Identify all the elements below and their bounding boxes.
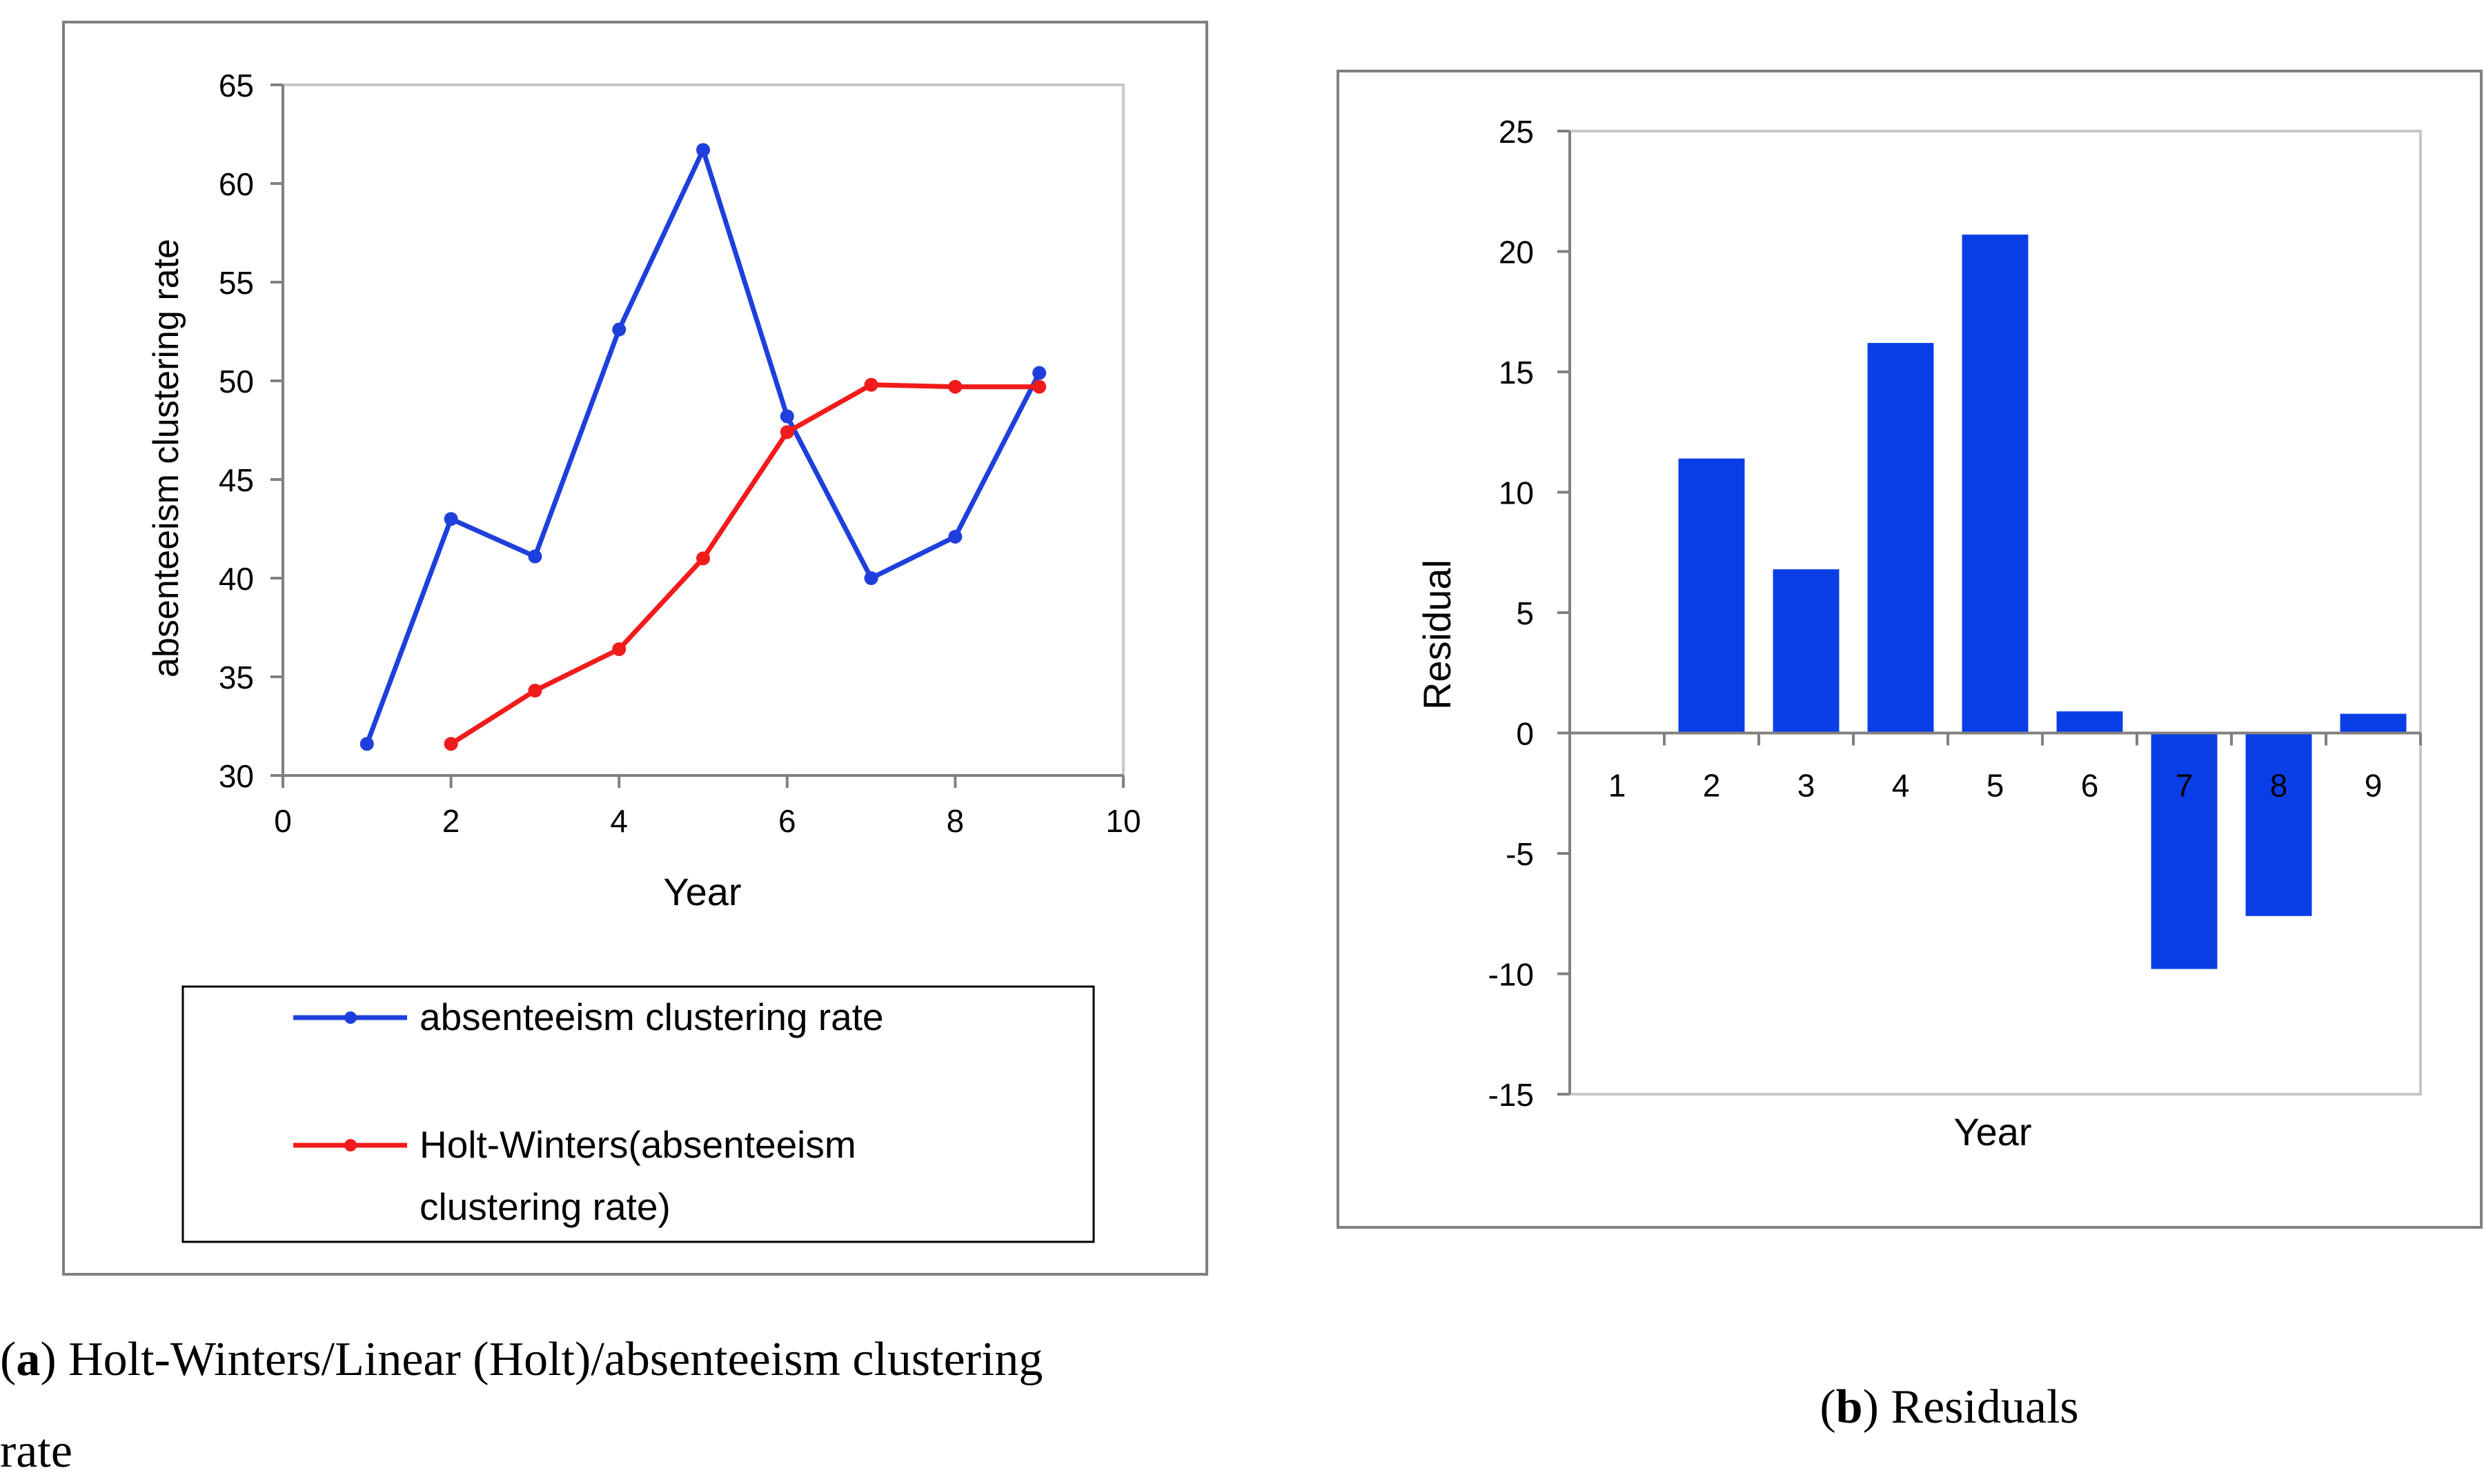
chart-a-point-0: [864, 571, 878, 585]
chart-a-x-tick-label: 4: [610, 803, 628, 839]
chart-b-x-tick-label: 4: [1892, 768, 1910, 804]
caption-a-line2: rate: [0, 1425, 72, 1478]
chart-a-point-0: [528, 549, 542, 564]
chart-b-y-tick-label: -10: [1488, 957, 1534, 993]
legend-marker-observed: [344, 1011, 357, 1024]
chart-a-point-1: [612, 642, 627, 656]
chart-a-point-1: [864, 377, 878, 392]
chart-b-bar: [2245, 733, 2312, 916]
chart-a-x-tick-label: 8: [947, 803, 965, 839]
chart-b-plot: 25 20 15 10 5 0 -5 -10 -15 1 2 3 4 5 6 7 8 9: [1488, 114, 2422, 1113]
chart-a-x-tick-label: 0: [274, 803, 292, 839]
chart-b-bar: [2151, 733, 2218, 969]
chart-b-y-tick-label: -15: [1488, 1077, 1534, 1113]
chart-b-x-tick-label: 2: [1703, 768, 1721, 804]
chart-b-bar: [2056, 711, 2123, 733]
chart-a-point-0: [1032, 366, 1047, 380]
chart-a-legend: [181, 985, 1095, 1243]
chart-a-point-0: [359, 737, 374, 751]
chart-b-x-tick-label: 1: [1608, 768, 1626, 804]
chart-a-y-tick-label: 65: [219, 68, 254, 103]
chart-b-bar: [1867, 343, 1934, 733]
chart-b-x-tick-label: 9: [2365, 768, 2383, 804]
chart-a-y-tick-label: 50: [219, 364, 254, 399]
chart-b-x-tick-label: 6: [2081, 768, 2099, 804]
chart-b-bar: [2340, 713, 2407, 733]
chart-b-y-tick-label: 25: [1499, 114, 1534, 150]
chart-a-y-tick-label: 45: [219, 462, 254, 498]
chart-a-point-1: [1032, 379, 1047, 394]
chart-a-point-1: [444, 737, 458, 751]
legend-label-holt-winters-line2: clustering rate): [420, 1185, 671, 1228]
chart-a-x-tick-label: 2: [442, 803, 460, 839]
chart-a-y-tick-label: 35: [219, 660, 254, 695]
chart-a-point-0: [780, 409, 794, 424]
caption-a-line1: (a) Holt-Winters/Linear (Holt)/absenteei…: [0, 1333, 1043, 1386]
chart-b-bar: [1773, 569, 1840, 733]
chart-a-xlabel: Year: [663, 870, 741, 913]
chart-a-point-0: [948, 529, 963, 544]
chart-b-x-tick-label: 7: [2176, 768, 2194, 804]
chart-a-point-0: [612, 322, 627, 337]
chart-a-point-1: [948, 379, 963, 394]
chart-b-x-tick-label: 8: [2270, 768, 2288, 804]
chart-a-point-1: [696, 551, 710, 566]
chart-a-ylabel: absenteeism clustering rate: [146, 239, 186, 677]
chart-b-y-tick-label: 0: [1516, 716, 1534, 752]
chart-b-ylabel: Residual: [1415, 560, 1459, 710]
chart-b-bar: [1678, 458, 1745, 733]
chart-a-y-tick-label: 40: [219, 561, 254, 597]
chart-b-y-tick-label: -5: [1506, 836, 1534, 872]
chart-b-xlabel: Year: [1953, 1110, 2031, 1154]
legend-label-holt-winters-line1: Holt-Winters(absenteeism: [420, 1123, 856, 1166]
chart-b-y-tick-label: 20: [1499, 235, 1534, 270]
chart-a-point-1: [780, 425, 794, 439]
chart-a-series-line-1: [449, 382, 1040, 746]
chart-a-point-0: [696, 143, 710, 157]
chart-b-bar: [1962, 235, 2029, 733]
chart-a-x-tick-label: 10: [1105, 803, 1141, 839]
chart-a-point-1: [528, 684, 542, 698]
chart-b-y-tick-label: 15: [1499, 355, 1534, 390]
chart-a-y-tick-label: 55: [219, 265, 254, 301]
chart-b-x-tick-label: 5: [1987, 768, 2004, 804]
chart-b-y-tick-label: 10: [1499, 475, 1534, 511]
chart-a-point-0: [444, 512, 458, 526]
legend-label-observed: absenteeism clustering rate: [420, 996, 884, 1038]
chart-a-y-tick-label: 30: [219, 758, 254, 794]
legend-marker-holt-winters: [344, 1139, 357, 1151]
chart-a-plot: 30 35 40 45 50 55 60 65 0 2 4 6 8 10: [219, 68, 1141, 839]
chart-b-y-tick-label: 5: [1516, 595, 1534, 631]
chart-a-y-tick-label: 60: [219, 166, 254, 202]
chart-b-x-tick-label: 3: [1797, 768, 1815, 804]
caption-b: (b) Residuals: [1820, 1381, 2078, 1434]
chart-a-x-tick-label: 6: [778, 803, 796, 839]
